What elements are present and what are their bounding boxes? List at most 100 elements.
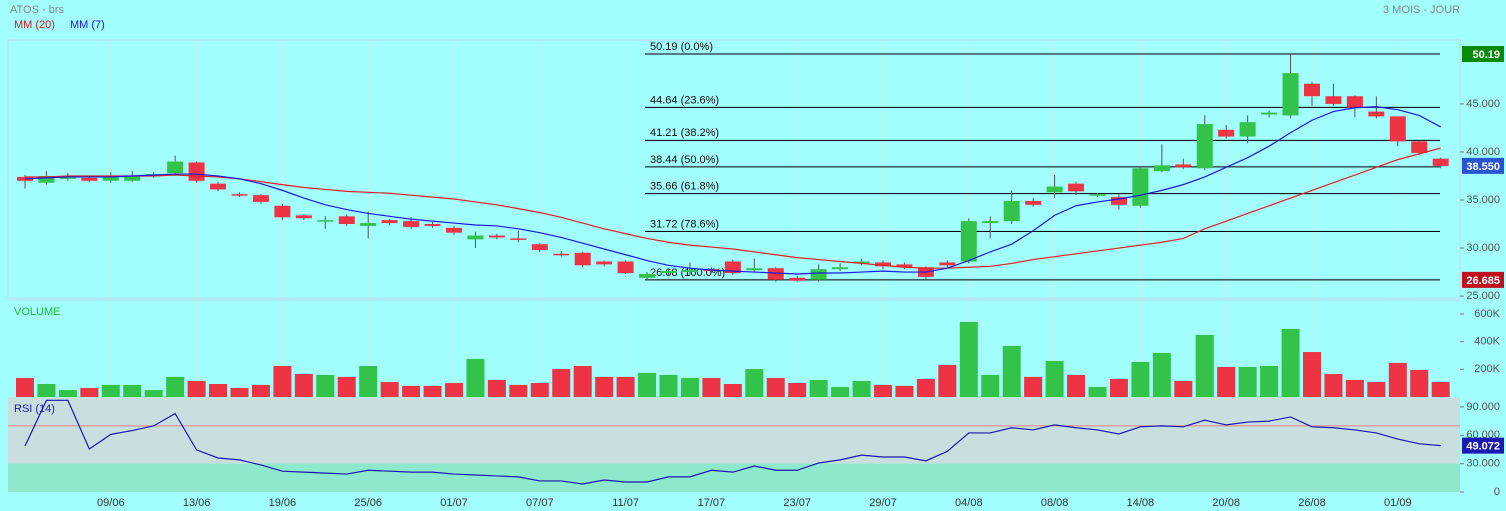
fib-label: 44.64 (23.6%) — [650, 94, 719, 106]
volume-bar — [916, 379, 935, 397]
candle-body — [124, 175, 141, 181]
y-tick-label: 600K — [1474, 308, 1500, 320]
volume-bar — [552, 369, 571, 397]
x-tick-label: 01/09 — [1384, 497, 1412, 509]
volume-bar — [981, 375, 1000, 397]
candle-body — [746, 268, 763, 271]
volume-bar — [1281, 328, 1300, 397]
price-marker-label: 50.19 — [1472, 49, 1500, 61]
candle-body — [939, 262, 956, 266]
volume-bar — [294, 374, 313, 397]
candle-body — [810, 269, 827, 280]
volume-bar — [1388, 362, 1407, 397]
candle-body — [875, 262, 891, 267]
legend-entry: MM (7) — [70, 19, 105, 31]
volume-bar — [1345, 379, 1364, 397]
price-marker-label: 38.550 — [1466, 161, 1500, 173]
candle-body — [1325, 96, 1342, 104]
panel-border — [7, 39, 1461, 299]
volume-bar — [316, 375, 335, 397]
volume-bar — [251, 384, 270, 397]
volume-bar — [1002, 345, 1021, 397]
price-marker — [1462, 271, 1504, 288]
volume-bar — [402, 385, 421, 397]
volume-bar — [745, 369, 764, 397]
rsi-band — [8, 397, 1460, 464]
candle-body — [467, 235, 484, 240]
y-tick-label: 30.000 — [1466, 242, 1500, 254]
candle-body — [1175, 164, 1192, 168]
candle-body — [59, 176, 76, 179]
candle-body — [360, 223, 377, 226]
candle-body — [1304, 83, 1320, 97]
x-tick-label: 11/07 — [612, 497, 639, 509]
volume-bar — [380, 382, 399, 397]
candle-body — [982, 221, 999, 224]
candle-body — [488, 235, 505, 238]
volume-bar — [1067, 375, 1086, 397]
volume-bar — [852, 380, 871, 397]
candle-body — [1153, 165, 1170, 172]
x-tick-label: 17/07 — [698, 497, 726, 509]
legend-entry: MM (20) — [14, 19, 55, 31]
candle-body — [1239, 122, 1256, 137]
x-tick-label: 04/08 — [955, 497, 983, 509]
candle-body — [660, 271, 677, 274]
y-tick-label: 30.000 — [1466, 458, 1500, 470]
volume-bar — [487, 379, 506, 397]
candle-body — [446, 227, 462, 233]
x-tick-label: 25/06 — [354, 497, 382, 509]
volume-bar — [359, 366, 378, 397]
candle-body — [960, 221, 977, 262]
candle-body — [596, 261, 613, 265]
x-tick-label: 23/07 — [783, 497, 811, 509]
volume-bar — [166, 376, 185, 397]
volume-bar — [1410, 370, 1429, 397]
candle-body — [531, 244, 548, 250]
x-tick-label: 09/06 — [97, 497, 125, 509]
volume-bar — [123, 384, 142, 397]
candle-body — [1389, 116, 1406, 142]
volume-bar — [1024, 376, 1043, 397]
volume-bar — [702, 378, 721, 397]
candle-body — [1132, 168, 1149, 206]
candle-body — [1218, 129, 1235, 137]
volume-bar — [788, 383, 807, 397]
candle-body — [81, 177, 98, 181]
volume-bar — [273, 366, 292, 397]
candle-body — [767, 268, 784, 280]
volume-bar — [1367, 382, 1386, 397]
volume-bar — [895, 385, 914, 397]
volume-bar — [423, 385, 442, 397]
candle-body — [1282, 73, 1299, 116]
volume-bar — [1195, 335, 1214, 397]
y-tick-label: 45.000 — [1466, 98, 1500, 110]
volume-bar — [874, 384, 892, 397]
volume-bar — [58, 390, 77, 397]
rsi-line — [24, 399, 1441, 485]
x-tick-label: 26/08 — [1298, 497, 1326, 509]
volume-bar — [616, 376, 635, 397]
volume-bar — [1131, 361, 1150, 397]
volume-bar — [209, 383, 228, 397]
candle-body — [553, 253, 570, 256]
candle-body — [295, 215, 312, 219]
candle-body — [1368, 111, 1385, 117]
fib-label: 41.21 (38.2%) — [650, 127, 719, 139]
volume-bar — [1174, 380, 1193, 397]
x-tick-label: 29/07 — [869, 497, 897, 509]
x-tick-label: 01/07 — [440, 497, 468, 509]
candle-body — [1003, 200, 1020, 222]
volume-bar — [530, 383, 549, 397]
volume-bar — [1431, 382, 1450, 397]
chart-title: ATOS - brs — [10, 4, 64, 16]
volume-bar — [766, 378, 785, 397]
volume-bar — [101, 384, 120, 397]
price-marker-label: 26.685 — [1466, 275, 1500, 287]
rsi-marker-label: 49.072 — [1466, 441, 1500, 453]
candle-body — [832, 267, 849, 270]
volume-bar — [337, 376, 356, 397]
volume-bar — [16, 378, 34, 397]
panel-title: VOLUME — [14, 306, 60, 318]
candle-body — [510, 238, 527, 240]
